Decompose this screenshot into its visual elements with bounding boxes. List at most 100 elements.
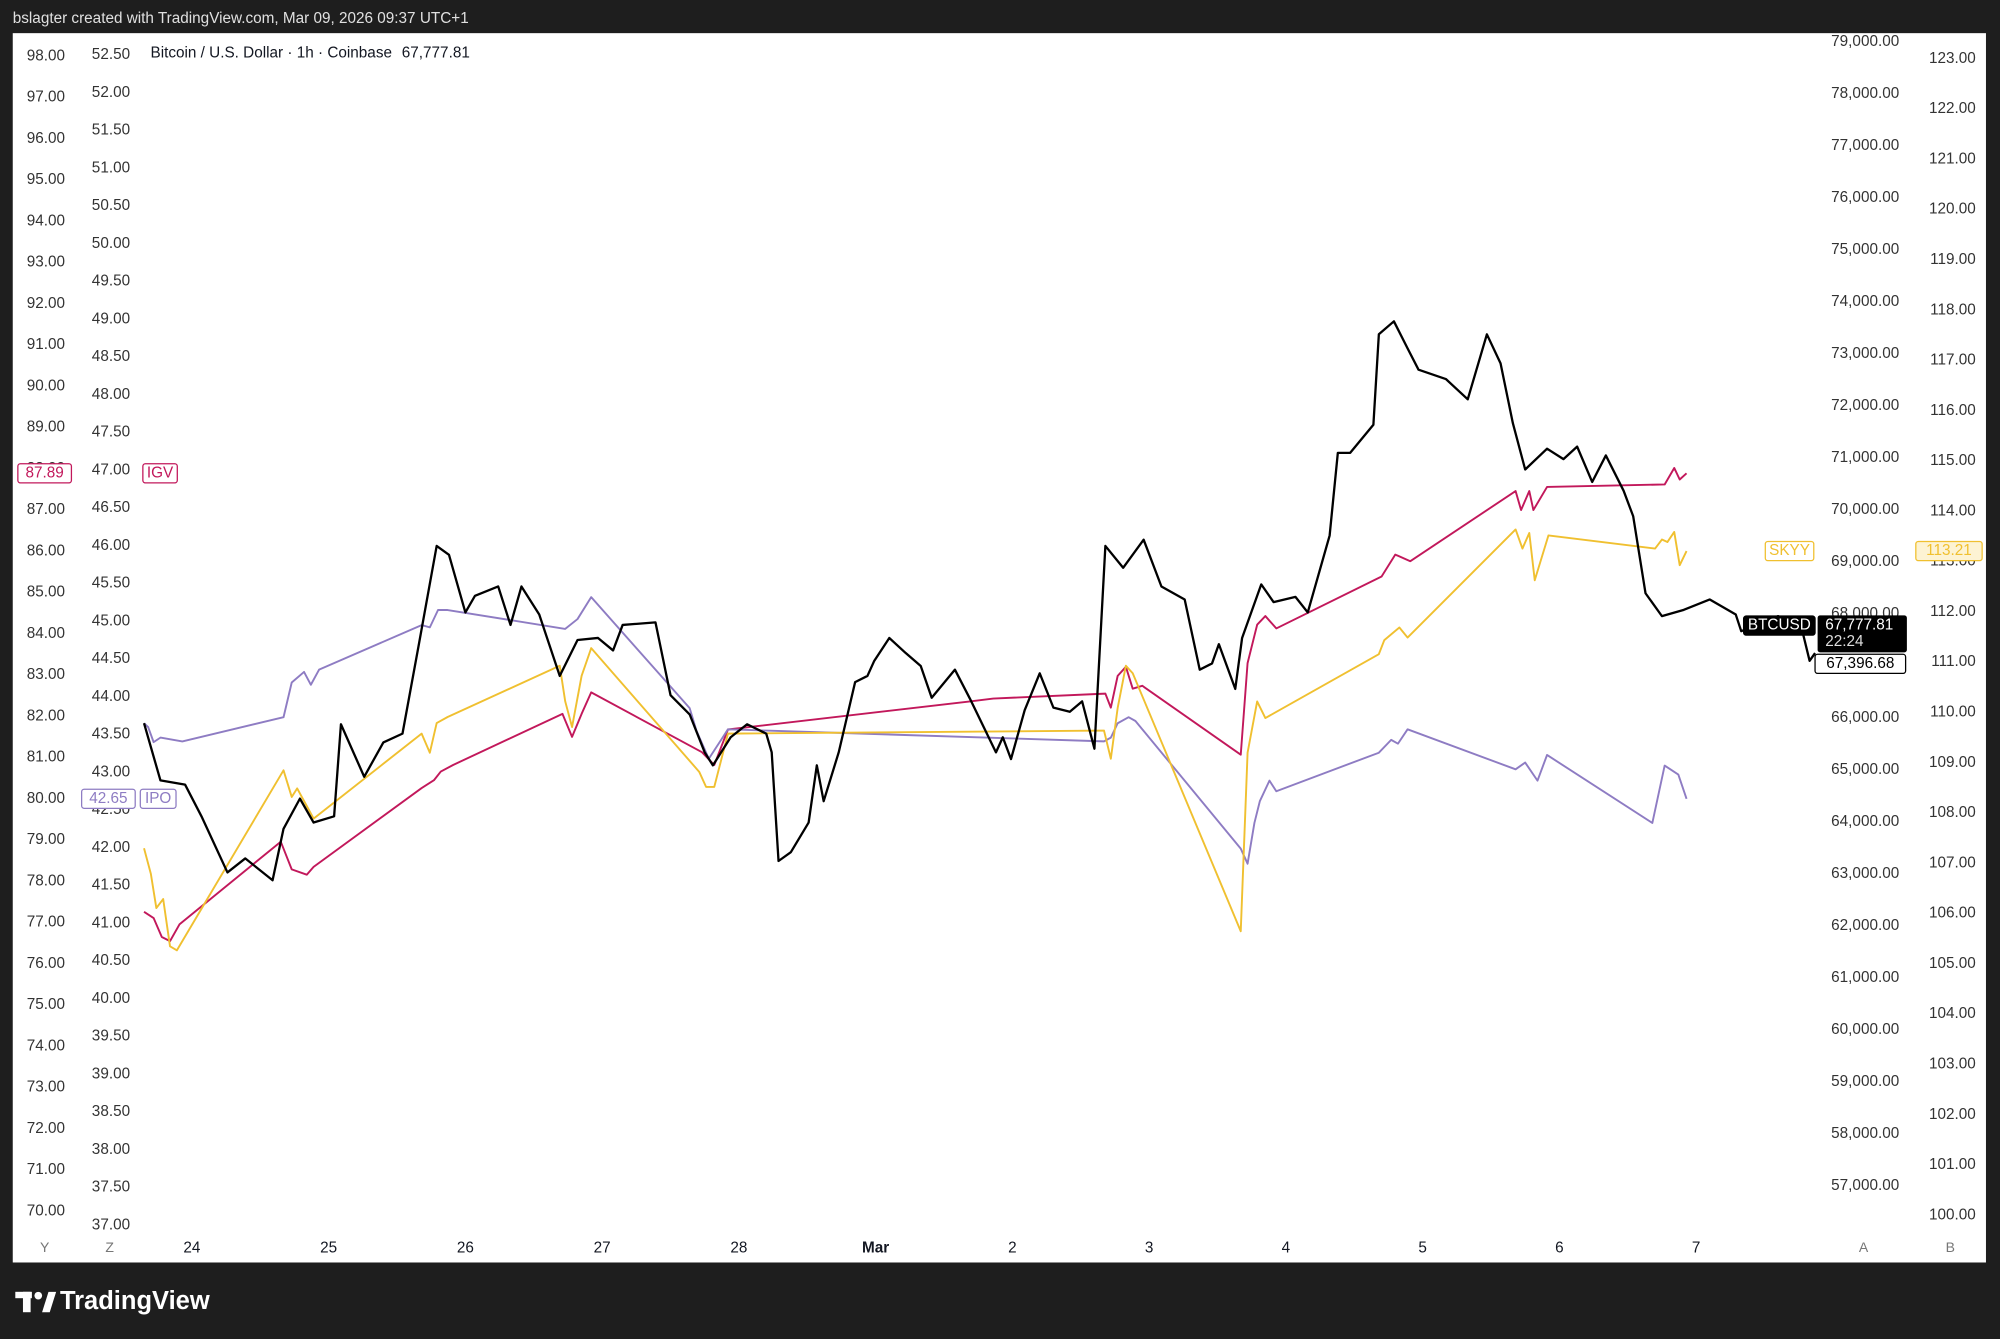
y-tick-label: 112.00 (1930, 603, 1976, 620)
y-tick-label: 66,000.00 (1831, 709, 1899, 726)
y-tick-label: 117.00 (1930, 352, 1976, 369)
secondary-price-tag: 67,396.68 (1826, 655, 1894, 672)
y-tick-label: 72.00 (27, 1120, 65, 1137)
y-tick-label: 41.00 (92, 914, 130, 931)
y-tick-label: 115.00 (1930, 452, 1976, 469)
y-tick-label: 52.50 (92, 46, 130, 63)
y-tick-label: 47.00 (92, 461, 130, 478)
y-tick-label: 100.00 (1929, 1206, 1976, 1223)
y-tick-label: 74.00 (27, 1037, 65, 1054)
y-tick-label: 84.00 (27, 625, 65, 642)
y-tick-label: 93.00 (27, 254, 65, 271)
countdown: 22:24 (1825, 633, 1864, 650)
y-tick-label: 77,000.00 (1831, 137, 1899, 154)
y-tick-label: 72,000.00 (1831, 397, 1899, 414)
y-tick-label: 118.00 (1930, 301, 1976, 318)
y-tick-label: 73.00 (27, 1079, 65, 1096)
y-tick-label: 105.00 (1929, 955, 1976, 972)
series-name-tag-box (1742, 615, 1816, 636)
last-value-tag: 42.65 (89, 790, 127, 807)
last-value-tag-box (17, 463, 73, 484)
y-tick-label: 38.00 (92, 1141, 130, 1158)
y-tick-label: 111.00 (1931, 653, 1976, 670)
y-tick-label: 95.00 (27, 171, 65, 188)
y-tick-label: 76.00 (27, 955, 65, 972)
y-tick-label: 48.00 (92, 386, 130, 403)
x-tick-label: 6 (1555, 1240, 1564, 1257)
x-tick-label: 27 (594, 1240, 611, 1257)
y-tick-label: 61,000.00 (1831, 969, 1899, 986)
x-tick-label: Mar (862, 1240, 889, 1257)
logo-icon (15, 1291, 57, 1313)
y-tick-label: 97.00 (27, 89, 65, 106)
y-tick-label: 79,000.00 (1831, 33, 1899, 50)
last-value-tag: 113.21 (1926, 542, 1972, 559)
y-tick-label: 85.00 (27, 584, 65, 601)
y-tick-label: 71.00 (27, 1161, 65, 1178)
y-tick-label: 63,000.00 (1831, 865, 1899, 882)
y-tick-label: 43.00 (92, 763, 130, 780)
y-tick-label: 46.50 (92, 499, 130, 516)
y-tick-label: 50.00 (92, 235, 130, 252)
y-tick-label: 109.00 (1929, 754, 1976, 771)
y-tick-label: 49.50 (92, 273, 130, 290)
y-tick-label: 70,000.00 (1831, 501, 1899, 518)
y-tick-label: 47.50 (92, 424, 130, 441)
y-tick-label: 39.50 (92, 1028, 130, 1045)
y-tick-label: 123.00 (1929, 50, 1976, 67)
y-tick-label: 43.50 (92, 726, 130, 743)
last-value-tag: 87.89 (26, 464, 64, 481)
y-tick-label: 62,000.00 (1831, 917, 1899, 934)
y-tick-label: 75.00 (27, 996, 65, 1013)
legend-price: 67,777.81 (402, 45, 470, 62)
y-tick-label: 51.00 (92, 159, 130, 176)
y-tick-label: 60,000.00 (1831, 1021, 1899, 1038)
series-name-tag: IPO (145, 790, 171, 807)
y-tick-label: 59,000.00 (1831, 1073, 1899, 1090)
y-tick-label: 64,000.00 (1831, 813, 1899, 830)
y-tick-label: 119.00 (1930, 251, 1976, 268)
legend-title: Bitcoin / U.S. Dollar · 1h · Coinbase (151, 45, 392, 62)
logo-text: TradingView (60, 1287, 210, 1315)
y-tick-label: 77.00 (27, 914, 65, 931)
y-tick-label: 122.00 (1929, 100, 1976, 117)
y-tick-label: 79.00 (27, 831, 65, 848)
y-tick-label: 40.00 (92, 990, 130, 1007)
y-tick-label: 50.50 (92, 197, 130, 214)
y-tick-label: 52.00 (92, 84, 130, 101)
series-name-tag: IGV (147, 464, 174, 481)
y-tick-label: 91.00 (27, 336, 65, 353)
secondary-price-tag-box (1814, 653, 1907, 675)
y-tick-label: 94.00 (27, 212, 65, 229)
x-tick-label: 25 (320, 1240, 337, 1257)
y-tick-label: 58,000.00 (1831, 1125, 1899, 1142)
y-tick-label: 70.00 (27, 1202, 65, 1219)
y-tick-label: 45.50 (92, 575, 130, 592)
series-name-tag: BTCUSD (1748, 617, 1811, 634)
header: bslagter created with TradingView.com, M… (13, 10, 469, 27)
y-tick-label: 108.00 (1929, 804, 1976, 821)
y-tick-label: 102.00 (1929, 1106, 1976, 1123)
y-tick-label: 42.00 (92, 839, 130, 856)
last-value-tag-box (1915, 540, 1983, 562)
axis-letter: A (1859, 1239, 1869, 1255)
axis-letter: Y (40, 1239, 50, 1255)
y-tick-label: 71,000.00 (1831, 449, 1899, 466)
series-name-tag-box (142, 463, 178, 484)
price-line (143, 596, 1688, 865)
y-tick-label: 78,000.00 (1831, 85, 1899, 102)
y-tick-label: 92.00 (27, 295, 65, 312)
price-line (143, 528, 1688, 952)
y-tick-label: 46.00 (92, 537, 130, 554)
y-tick-label: 110.00 (1930, 704, 1976, 721)
y-tick-label: 98.00 (27, 47, 65, 64)
y-tick-label: 76,000.00 (1831, 189, 1899, 206)
y-tick-label: 80.00 (27, 790, 65, 807)
last-value-tag-box (80, 788, 136, 809)
y-tick-label: 57,000.00 (1831, 1177, 1899, 1194)
y-tick-label: 101.00 (1929, 1156, 1976, 1173)
axis-letter: Z (105, 1239, 114, 1255)
y-tick-label: 45.00 (92, 612, 130, 629)
x-tick-label: 28 (730, 1240, 747, 1257)
last-value-box (1817, 615, 1907, 653)
